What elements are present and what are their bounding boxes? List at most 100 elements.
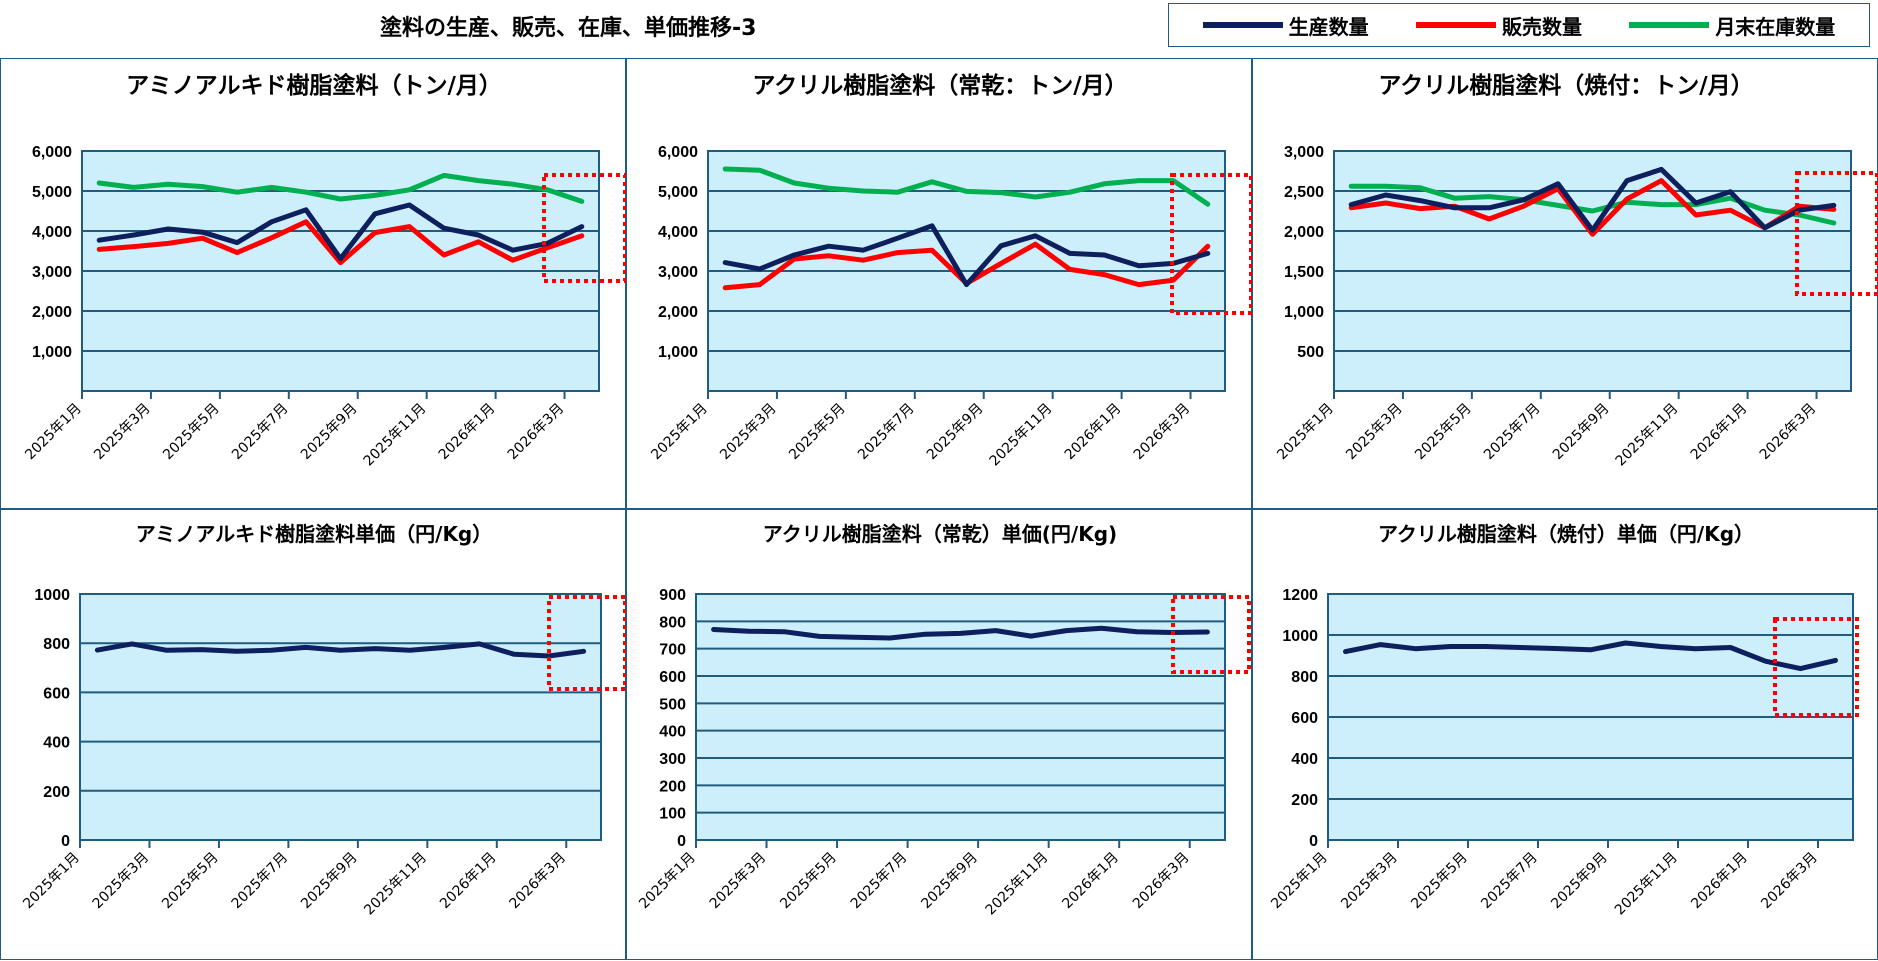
x-tick-label: 2025年5月: [160, 401, 223, 464]
y-tick-label: 3,000: [658, 264, 698, 281]
series-line-production: [94, 641, 587, 659]
x-tick-label: 2026年1月: [1062, 401, 1125, 464]
y-tick-label: 0: [1309, 833, 1318, 850]
y-tick-label: 1200: [1282, 587, 1318, 604]
series-line-production: [711, 625, 1210, 641]
y-tick-label: 1,500: [1284, 264, 1324, 281]
y-tick-label: 5,000: [32, 184, 72, 201]
series-line-stock: [722, 166, 1211, 207]
legend-swatch: [1629, 22, 1710, 28]
x-tick-label: 2026年3月: [1130, 850, 1193, 913]
y-tick-label: 400: [43, 735, 70, 752]
y-tick-label: 2,000: [658, 304, 698, 321]
chart-title: アミノアルキド樹脂塗料（トン/月）: [126, 72, 502, 99]
x-tick-label: 2025年3月: [707, 850, 770, 913]
x-tick-label: 2025年7月: [229, 850, 292, 913]
y-tick-label: 800: [43, 636, 70, 653]
y-tick-label: 4,000: [658, 224, 698, 241]
x-tick-label: 2025年1月: [636, 850, 699, 913]
page-title: 塗料の生産、販売、在庫、単価推移-3: [380, 16, 757, 41]
legend-item-stock: 月末在庫数量: [1629, 11, 1835, 40]
y-tick-label: 2,500: [1284, 184, 1324, 201]
legend-item-production: 生産数量: [1202, 11, 1369, 40]
x-tick-label: 2026年1月: [1688, 850, 1751, 913]
y-tick-label: 400: [659, 724, 686, 741]
y-tick-label: 6,000: [32, 144, 72, 161]
y-tick-label: 3,000: [1284, 144, 1324, 161]
y-tick-label: 600: [43, 685, 70, 702]
series-line-sales: [1348, 178, 1837, 237]
chart-title: アクリル樹脂塗料（焼付）単価（円/Kg）: [1378, 522, 1754, 546]
x-tick-label: 2026年1月: [436, 401, 499, 464]
x-tick-label: 2025年5月: [786, 401, 849, 464]
y-tick-label: 200: [659, 778, 686, 795]
x-tick-label: 2025年1月: [648, 401, 711, 464]
chart-title: アクリル樹脂塗料（常乾：トン/月）: [752, 72, 1127, 99]
chart-acrylic-airdry-volume: アクリル樹脂塗料（常乾：トン/月） 1,000 2,000 3,000 4,000 5,0…: [626, 58, 1253, 510]
highlight-box: [1170, 173, 1253, 315]
x-tick-label: 2026年3月: [1757, 401, 1820, 464]
legend-label: 月末在庫数量: [1715, 14, 1836, 39]
series-line-production: [722, 223, 1211, 288]
x-tick-label: 2025年5月: [1412, 401, 1475, 464]
x-tick-label: 2025年11月: [361, 401, 430, 470]
y-tick-label: 700: [659, 642, 686, 659]
chart-acrylic-airdry-price: アクリル樹脂塗料（常乾）単価(円/Kg) 0 100 200 300 400 500 600 7…: [626, 508, 1252, 960]
y-tick-label: 1,000: [32, 344, 72, 361]
x-tick-label: 2025年3月: [1338, 850, 1401, 913]
chart-svg: アクリル樹脂塗料（焼付）単価（円/Kg） 0 200 400 600 800 1000 120…: [1268, 522, 1859, 919]
x-tick-label: 2025年9月: [924, 401, 987, 464]
chart-title: アクリル樹脂塗料（焼付：トン/月）: [1378, 72, 1753, 99]
x-tick-label: 2026年1月: [1688, 401, 1751, 464]
x-tick-label: 2025年11月: [987, 401, 1056, 470]
x-tick-label: 2025年5月: [777, 850, 840, 913]
x-tick-label: 2025年1月: [22, 401, 85, 464]
x-tick-label: 2025年9月: [918, 850, 981, 913]
chart-acrylic-baking-price: アクリル樹脂塗料（焼付）単価（円/Kg） 0 200 400 600 800 1000 120…: [1252, 508, 1878, 960]
highlight-box: [1171, 595, 1251, 674]
y-tick-label: 1,000: [1284, 304, 1324, 321]
highlight-box: [1795, 171, 1878, 296]
legend-swatch: [1415, 22, 1496, 28]
x-tick-label: 2025年3月: [717, 401, 780, 464]
chart-title: アクリル樹脂塗料（常乾）単価(円/Kg): [763, 522, 1117, 546]
x-tick-label: 2025年9月: [298, 401, 361, 464]
highlight-box: [547, 595, 627, 691]
x-tick-label: 2025年7月: [855, 401, 918, 464]
legend-item-sales: 販売数量: [1415, 11, 1582, 40]
y-tick-label: 1000: [34, 587, 70, 604]
x-tick-label: 2026年3月: [1758, 850, 1821, 913]
series-line-production: [1348, 166, 1837, 233]
chart-svg: アクリル樹脂塗料（焼付：トン/月） 500 1,000 1,500 2,000 2,500…: [1274, 72, 1878, 470]
y-tick-label: 800: [659, 614, 686, 631]
y-tick-label: 600: [1291, 710, 1318, 727]
x-tick-label: 2026年1月: [1059, 850, 1122, 913]
x-tick-label: 2026年3月: [1131, 401, 1194, 464]
x-tick-label: 2025年11月: [361, 850, 430, 919]
y-tick-label: 2,000: [32, 304, 72, 321]
y-tick-label: 500: [1297, 344, 1324, 361]
y-tick-label: 200: [1291, 792, 1318, 809]
x-tick-label: 2025年11月: [983, 850, 1052, 919]
x-tick-label: 2025年11月: [1613, 401, 1682, 470]
y-tick-label: 2,000: [1284, 224, 1324, 241]
y-tick-label: 200: [43, 784, 70, 801]
chart-amino-alkyd-volume: アミノアルキド樹脂塗料（トン/月） 1,000 2,000 3,000 4,000 5,0…: [0, 58, 627, 510]
x-tick-label: 2025年7月: [848, 850, 911, 913]
chart-amino-alkyd-price: アミノアルキド樹脂塗料単価（円/Kg） 0 200 400 600 800 1000 2025…: [0, 508, 627, 960]
x-tick-label: 2025年3月: [1343, 401, 1406, 464]
legend-swatch: [1202, 22, 1283, 28]
series-line-sales: [96, 219, 585, 266]
chart-svg: アミノアルキド樹脂塗料単価（円/Kg） 0 200 400 600 800 1000 2025…: [20, 522, 627, 919]
series-line-production: [96, 202, 585, 262]
y-tick-label: 6,000: [658, 144, 698, 161]
chart-title: アミノアルキド樹脂塗料単価（円/Kg）: [136, 522, 493, 546]
series-line-production: [1343, 640, 1838, 672]
y-tick-label: 1000: [1282, 628, 1318, 645]
x-tick-label: 2025年9月: [1548, 850, 1611, 913]
chart-acrylic-baking-volume: アクリル樹脂塗料（焼付：トン/月） 500 1,000 1,500 2,000 2,500…: [1252, 58, 1878, 510]
legend-label: 販売数量: [1501, 14, 1582, 39]
chart-svg: アクリル樹脂塗料（常乾）単価(円/Kg) 0 100 200 300 400 500 600 7…: [636, 522, 1251, 919]
x-tick-label: 2025年7月: [229, 401, 292, 464]
x-tick-label: 2025年11月: [1612, 850, 1681, 919]
